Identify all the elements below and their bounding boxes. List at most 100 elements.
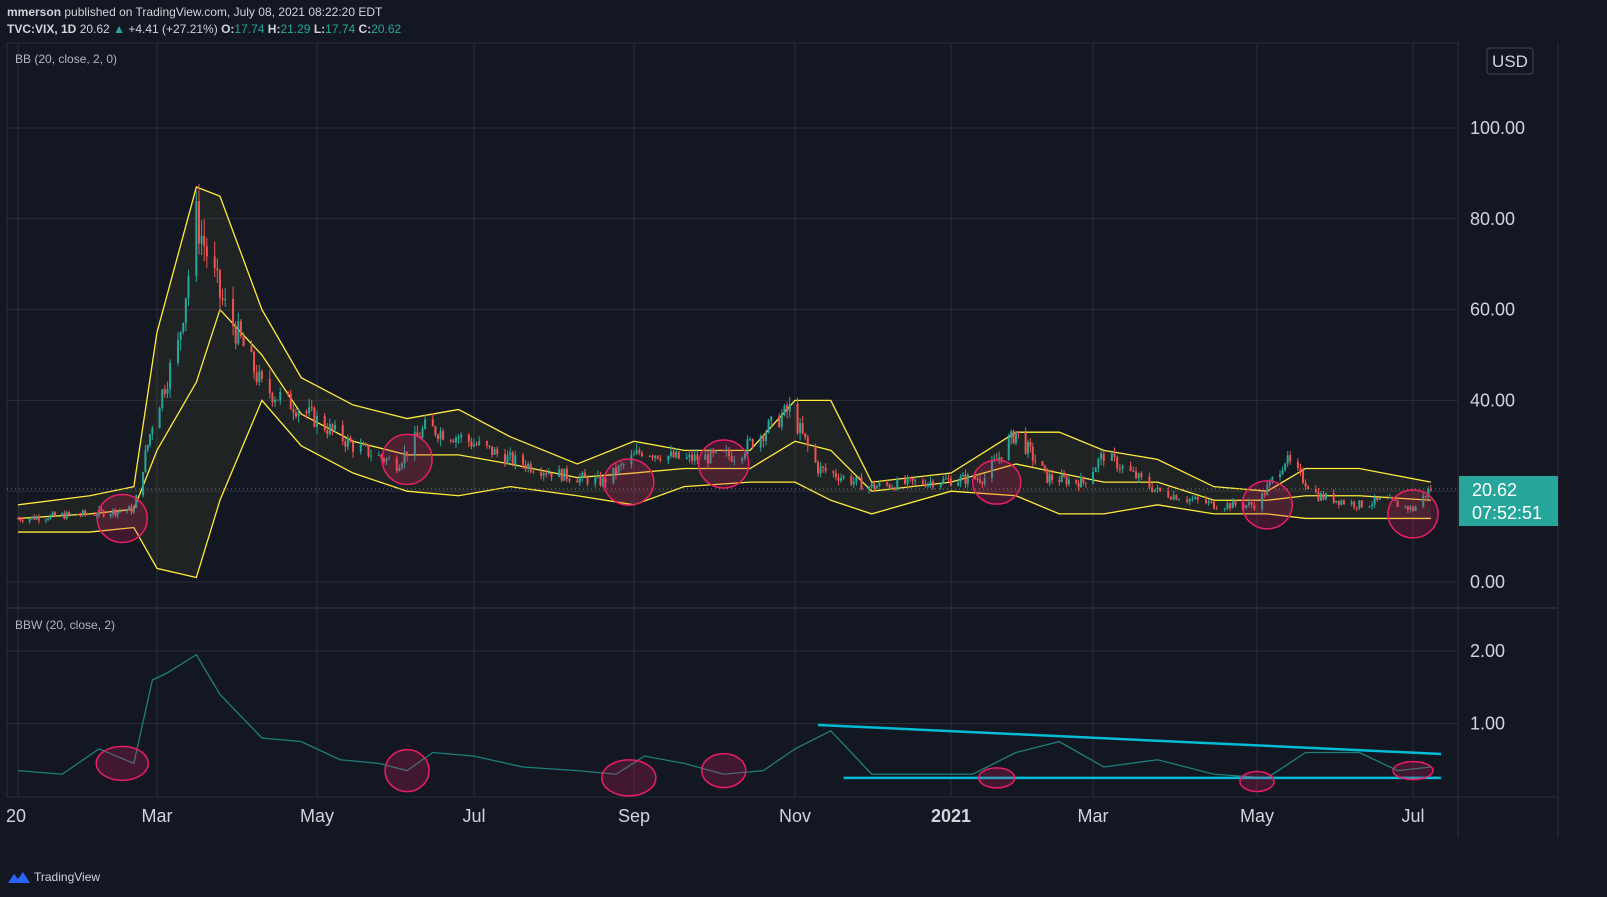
- candle-body: [1409, 506, 1412, 510]
- candle-body: [542, 473, 545, 476]
- time-tick-label: Mar: [142, 806, 173, 826]
- candle-body: [232, 299, 235, 327]
- time-tick-label: Nov: [779, 806, 811, 826]
- candle-body: [19, 518, 22, 521]
- candle-body: [1279, 474, 1282, 478]
- candle-body: [1012, 431, 1015, 444]
- candle-body: [434, 426, 437, 436]
- candle-body: [1427, 489, 1430, 497]
- currency-button[interactable]: [1486, 47, 1534, 75]
- candle-body: [857, 476, 860, 478]
- candle-body: [594, 477, 597, 484]
- bbw-tick-label: 2.00: [1470, 641, 1505, 661]
- price-axis-bbw[interactable]: 2.00 1.00: [1470, 641, 1505, 734]
- candle-body: [974, 474, 977, 479]
- candle-body: [287, 392, 290, 394]
- candle-body: [395, 458, 398, 472]
- candle-body: [169, 362, 172, 389]
- candle-body: [1261, 493, 1264, 510]
- candle-body: [891, 487, 894, 489]
- candle-body: [77, 513, 80, 516]
- candle-body: [163, 389, 166, 394]
- bbw-indicator-label[interactable]: BBW (20, close, 2): [15, 618, 115, 632]
- candle-body: [279, 392, 282, 400]
- candle-body: [814, 445, 817, 463]
- bbw-line: [17, 653, 1431, 779]
- candle-body: [978, 479, 981, 483]
- candle-body: [493, 449, 496, 455]
- candle-body: [1284, 463, 1287, 471]
- candle-body: [1167, 490, 1170, 498]
- squeeze-circle: [1392, 760, 1434, 781]
- candle-body: [527, 463, 530, 469]
- candle-body: [216, 268, 219, 271]
- candle-body: [875, 486, 878, 489]
- candle-body: [424, 419, 427, 429]
- time-tick-label: 2021: [931, 806, 971, 826]
- candle-body: [1178, 499, 1181, 501]
- candle-body: [503, 453, 506, 465]
- candle-body: [873, 483, 876, 489]
- candle-body: [1204, 499, 1207, 504]
- symbol-label[interactable]: TVC:VIX, 1D: [7, 22, 77, 36]
- candle-body: [529, 463, 532, 472]
- candle-body: [1340, 500, 1343, 505]
- candle-body: [966, 474, 969, 484]
- candle-body: [475, 444, 478, 446]
- candle-body: [146, 444, 149, 451]
- candle-body: [547, 472, 550, 475]
- candle-body: [617, 465, 620, 474]
- publisher-name[interactable]: mmerson: [7, 5, 62, 19]
- candle-body: [1317, 491, 1320, 501]
- time-axis[interactable]: 20 Mar May Jul Sep Nov 2021 Mar May Jul: [6, 806, 1425, 826]
- trendline[interactable]: [817, 723, 1442, 756]
- candle-body: [886, 482, 889, 485]
- candle-body: [79, 515, 82, 517]
- low-value: 17.74: [325, 22, 356, 36]
- candle-body: [1337, 500, 1340, 505]
- candle-body: [1175, 494, 1178, 500]
- candle-body: [640, 452, 643, 456]
- candle-body: [70, 513, 73, 515]
- candle-body: [759, 436, 762, 448]
- candle-body: [352, 442, 355, 452]
- trendlines[interactable]: [817, 723, 1442, 780]
- candle-body: [30, 516, 33, 519]
- candle-body: [1234, 500, 1237, 506]
- candle-body: [1135, 471, 1138, 479]
- candle-body: [939, 483, 942, 488]
- candle-body: [1048, 474, 1051, 483]
- candle-body: [1266, 485, 1269, 496]
- publish-info: published on TradingView.com, July 08, 2…: [64, 5, 383, 19]
- candle-body: [187, 275, 190, 299]
- price-axis-main[interactable]: 100.00 80.00 60.00 40.00 0.00: [1470, 118, 1525, 592]
- candle-body: [349, 438, 352, 443]
- squeeze-circle: [95, 745, 149, 782]
- candle-body: [341, 424, 344, 442]
- candle-body: [783, 405, 786, 415]
- bb-indicator-label[interactable]: BB (20, close, 2, 0): [15, 52, 117, 66]
- candle-body: [635, 450, 638, 454]
- candle-body: [406, 451, 409, 456]
- candle-body: [947, 478, 950, 480]
- candle-body: [1140, 473, 1143, 478]
- squeeze-circle: [1387, 489, 1439, 539]
- candle-body: [1034, 460, 1037, 462]
- squeeze-circle: [96, 493, 148, 544]
- candle-body: [86, 514, 89, 516]
- candle-body: [706, 454, 709, 464]
- candle-body: [1082, 476, 1085, 483]
- candle-body: [903, 478, 906, 484]
- candle-body: [439, 431, 442, 440]
- candle-body: [197, 201, 200, 244]
- candle-body: [1118, 469, 1121, 471]
- candle-body: [1172, 494, 1175, 500]
- candle-body: [1121, 465, 1124, 470]
- candle-body: [558, 469, 561, 478]
- time-tick-label: May: [300, 806, 334, 826]
- tradingview-logo[interactable]: TradingView: [8, 870, 100, 884]
- time-tick-label: Jul: [462, 806, 485, 826]
- tradingview-brand: TradingView: [34, 870, 101, 884]
- candle-body: [563, 468, 566, 481]
